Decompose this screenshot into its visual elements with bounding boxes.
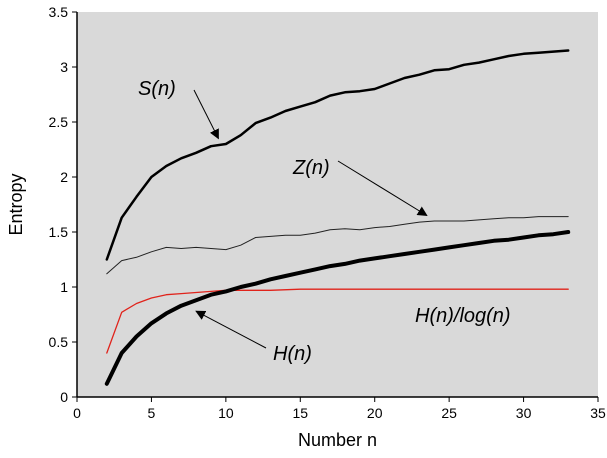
axes xyxy=(72,11,599,402)
annotation-label: H(n) xyxy=(273,343,312,365)
x-tick-label: 35 xyxy=(590,405,606,421)
annotations: S(n) Z(n) H(n)/log(n) H(n) xyxy=(138,78,511,365)
series-line-z-n xyxy=(106,216,569,275)
annotation-label: S(n) xyxy=(138,78,176,100)
annotation-label: Z(n) xyxy=(292,157,330,179)
annotation-arrow xyxy=(337,160,428,217)
x-tick-label: 25 xyxy=(441,405,457,421)
x-tick-label: 0 xyxy=(73,405,81,421)
annotation-label: H(n)/log(n) xyxy=(415,305,511,327)
y-tick-label: 3 xyxy=(60,59,68,75)
y-tick-label: 0.5 xyxy=(49,334,69,350)
x-tick-label: 15 xyxy=(292,405,308,421)
annotation-arrow xyxy=(193,89,219,140)
series-line-s-n xyxy=(105,49,570,261)
series-lines xyxy=(104,49,571,386)
y-tick-label: 1.5 xyxy=(49,224,69,240)
y-tick-label: 0 xyxy=(60,389,68,405)
x-tick-label: 30 xyxy=(516,405,532,421)
y-tick-label: 1 xyxy=(60,279,68,295)
x-tick-label: 10 xyxy=(218,405,234,421)
y-tick-label: 2 xyxy=(60,169,68,185)
x-axis-label: Number n xyxy=(298,430,377,450)
y-tick-label: 3.5 xyxy=(49,4,69,20)
x-tick-label: 20 xyxy=(367,405,383,421)
plot-area xyxy=(77,12,598,397)
x-tick-label: 5 xyxy=(148,405,156,421)
y-axis-label: Entropy xyxy=(6,173,26,235)
series-line-h-n xyxy=(104,230,571,386)
tick-labels: 0 5 10 15 20 25 30 35 0 0.5 1 1.5 2 2.5 3 3.5 xyxy=(49,4,606,421)
y-tick-label: 2.5 xyxy=(49,114,69,130)
annotation-arrow xyxy=(195,310,267,349)
